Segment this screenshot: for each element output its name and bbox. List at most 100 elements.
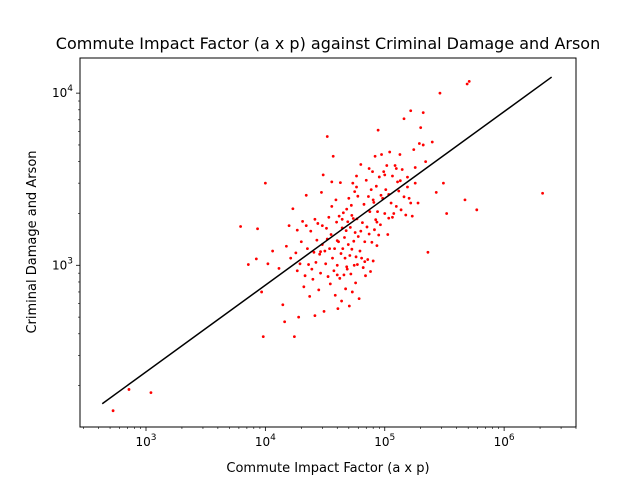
- data-point: [332, 269, 336, 273]
- data-point: [307, 263, 310, 266]
- data-point: [379, 193, 383, 197]
- data-point: [398, 179, 402, 183]
- data-point: [306, 247, 309, 251]
- data-point: [371, 259, 375, 263]
- data-point: [301, 219, 304, 223]
- data-point: [263, 181, 267, 185]
- data-point: [316, 222, 320, 225]
- data-point: [386, 233, 390, 236]
- data-point: [289, 256, 293, 260]
- data-point: [352, 263, 356, 267]
- data-point: [373, 228, 376, 232]
- data-point: [412, 148, 416, 151]
- data-point: [343, 256, 347, 260]
- data-point: [377, 233, 381, 237]
- data-point: [391, 174, 394, 178]
- data-point: [346, 220, 350, 224]
- data-point: [329, 233, 333, 236]
- data-point: [283, 320, 287, 324]
- data-point: [397, 189, 401, 193]
- data-point: [308, 294, 312, 298]
- data-point: [299, 240, 303, 244]
- data-point: [367, 232, 371, 236]
- data-point: [380, 153, 383, 156]
- data-point: [298, 262, 302, 266]
- data-point: [350, 247, 354, 251]
- data-point: [421, 143, 425, 147]
- data-point: [416, 201, 420, 205]
- data-point: [384, 188, 388, 192]
- data-point: [409, 109, 413, 113]
- data-point: [338, 276, 342, 280]
- data-point: [323, 249, 327, 253]
- data-point: [388, 150, 392, 154]
- data-point: [373, 154, 377, 158]
- data-point: [356, 263, 359, 266]
- data-point: [348, 254, 352, 257]
- data-point: [318, 252, 322, 256]
- y-axis-ticks: 103 104: [52, 84, 80, 386]
- data-point: [319, 250, 322, 254]
- data-point: [339, 252, 343, 255]
- data-point: [374, 218, 378, 222]
- data-point: [343, 236, 346, 239]
- data-point: [337, 214, 341, 218]
- data-point: [347, 304, 351, 308]
- data-point: [321, 173, 325, 177]
- data-point: [325, 226, 328, 230]
- data-point: [291, 207, 295, 211]
- data-point: [340, 217, 344, 221]
- data-point: [246, 263, 250, 266]
- data-point: [295, 228, 299, 232]
- data-point: [387, 216, 391, 220]
- data-point: [344, 229, 348, 233]
- data-point: [356, 235, 360, 238]
- data-point: [370, 240, 374, 244]
- data-point: [349, 272, 353, 276]
- data-point: [377, 175, 381, 179]
- data-point: [292, 335, 296, 339]
- data-point: [399, 208, 403, 212]
- data-point: [400, 168, 404, 171]
- data-point: [389, 201, 393, 205]
- data-point: [346, 243, 350, 246]
- data-point: [465, 82, 469, 86]
- data-point: [364, 274, 367, 278]
- data-point: [348, 226, 352, 229]
- data-point: [281, 303, 285, 307]
- data-point: [303, 274, 307, 278]
- data-point: [338, 181, 342, 185]
- data-point: [376, 210, 379, 214]
- data-point: [351, 217, 355, 220]
- data-point: [417, 142, 421, 145]
- data-point: [328, 282, 332, 286]
- data-point: [375, 244, 379, 248]
- data-point: [311, 277, 315, 281]
- data-point: [391, 215, 394, 219]
- data-point: [355, 174, 358, 178]
- data-point: [385, 164, 389, 167]
- data-point: [260, 290, 264, 294]
- data-point: [334, 198, 338, 202]
- data-point: [320, 224, 324, 228]
- data-point: [363, 240, 367, 244]
- data-point: [361, 266, 365, 269]
- data-point: [350, 213, 354, 217]
- data-point: [410, 214, 414, 218]
- data-point: [345, 207, 349, 211]
- x-tick-label: 106: [494, 433, 515, 449]
- data-point: [111, 409, 115, 413]
- data-point: [351, 181, 355, 185]
- x-axis-ticks: 103 104 105 106: [83, 427, 577, 449]
- data-point: [331, 154, 335, 158]
- data-point: [312, 250, 316, 254]
- data-point: [294, 251, 298, 255]
- data-point: [335, 273, 339, 277]
- data-point: [368, 210, 372, 214]
- data-point: [344, 287, 348, 291]
- data-point: [331, 256, 334, 260]
- x-tick-label: 105: [374, 433, 395, 449]
- data-point: [407, 196, 411, 200]
- data-point: [375, 220, 379, 224]
